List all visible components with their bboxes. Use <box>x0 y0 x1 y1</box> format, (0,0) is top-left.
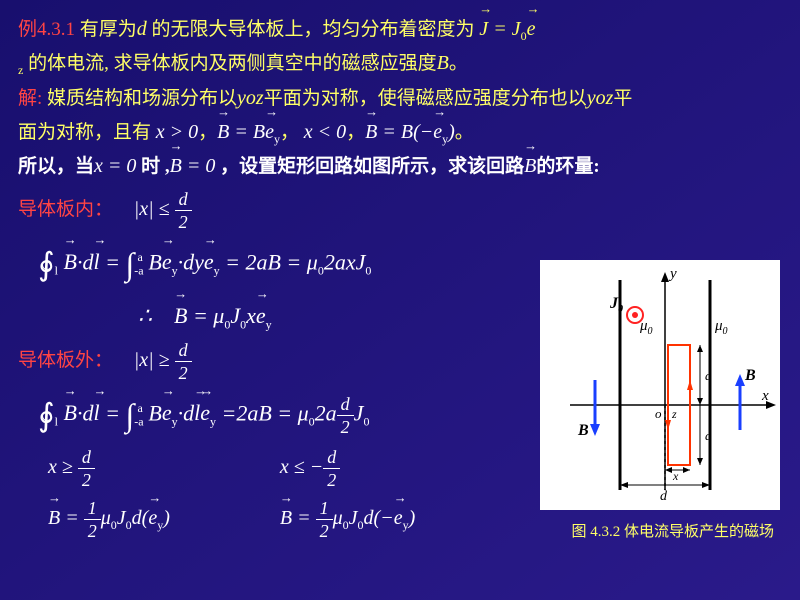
label-B-r: B <box>744 367 756 384</box>
so-text: 的环量: <box>536 156 599 177</box>
solution-label: 解: <box>18 88 42 109</box>
label-o: o <box>655 406 662 421</box>
solution-line2: 所以，当x = 0 时 ,B = 0 ，设置矩形回路如图所示，求该回路B的环量: <box>18 149 778 183</box>
problem-text-1: 有厚为 <box>75 19 137 40</box>
figure-diagram: y x J0 μ0 μ0 B B a a o z x d <box>540 260 780 510</box>
label-x: x <box>761 388 769 404</box>
inside-integral: ∮l B·dl = ∫-aa Bey·dyey = 2aB = μ02axJ0 <box>38 237 538 291</box>
inside-cond: |x| ≤ d2 <box>134 198 192 220</box>
figure-caption: 图 4.3.2 体电流导板产生的磁场 <box>571 520 774 541</box>
solution-intro: 解: 媒质结构和场源分布以yoz平面为对称，使得磁感应强度分布也以yoz平面为对… <box>18 81 778 150</box>
yoz: yoz <box>587 87 614 109</box>
inside-label: 导体板内： <box>18 199 113 220</box>
problem-text-2: 的无限大导体板上，均匀分布着密度为 <box>147 19 480 40</box>
sep: ， <box>280 122 304 143</box>
case-right: x ≥ d2 B = 12μ0J0d(ey) <box>48 448 170 540</box>
outside-cond: |x| ≥ d2 <box>134 349 192 371</box>
so-text: ，设置矩形回路如图所示，求该回路 <box>215 156 524 177</box>
label-z: z <box>671 407 677 421</box>
eq-B0: B = 0 <box>170 155 216 177</box>
so-text: 时 , <box>136 156 169 177</box>
outside-section: 导体板外： |x| ≥ d2 <box>18 341 538 382</box>
sol-text: 。 <box>455 122 474 143</box>
eq-Bneg: B = B(−ey) <box>365 121 455 143</box>
slide-content: 例4.3.1 有厚为d 的无限大导体板上，均匀分布着密度为 J = J0ez 的… <box>0 0 556 552</box>
case1-eq: B = 12μ0J0d(ey) <box>48 499 170 540</box>
problem-statement: 例4.3.1 有厚为d 的无限大导体板上，均匀分布着密度为 J = J0ez 的… <box>18 12 538 81</box>
label-y: y <box>668 266 677 282</box>
cond-xneg: x < 0 <box>304 121 346 143</box>
case2-cond: x ≤ −d2 <box>280 448 415 489</box>
outside-label: 导体板外： <box>18 350 113 371</box>
label-B-l: B <box>577 422 589 439</box>
var-B2: B <box>524 155 536 177</box>
sol-text: 媒质结构和场源分布以 <box>42 88 237 109</box>
problem-text-4: 。 <box>449 53 468 74</box>
inside-result: ∴ B = μ0J0xey <box>138 297 538 335</box>
inside-section: 导体板内： |x| ≤ d2 <box>18 190 538 231</box>
cond-x0: x = 0 <box>94 155 136 177</box>
so-text: 所以，当 <box>18 156 94 177</box>
var-d: d <box>137 18 147 40</box>
case-left: x ≤ −d2 B = 12μ0J0d(−ey) <box>280 448 415 540</box>
var-B: B <box>437 52 449 74</box>
sep: ， <box>346 122 365 143</box>
case2-eq: B = 12μ0J0d(−ey) <box>280 499 415 540</box>
problem-text-3: 的体电流, 求导体板内及两侧真空中的磁感应强度 <box>23 53 436 74</box>
example-label: 例4.3.1 <box>18 19 75 40</box>
label-a2: a <box>705 428 712 443</box>
sol-text: 平面为对称，使得磁感应强度分布也以 <box>264 88 587 109</box>
yoz: yoz <box>237 87 264 109</box>
sol-text: 面为对称，且有 <box>18 122 156 143</box>
sol-text: 平 <box>613 88 632 109</box>
label-d: d <box>660 489 668 504</box>
case1-cond: x ≥ d2 <box>48 448 170 489</box>
outside-cases: x ≥ d2 B = 12μ0J0d(ey) x ≤ −d2 B = 12μ0J… <box>48 448 538 540</box>
label-xs: x <box>672 469 679 483</box>
eq-Bpos: B = Bey <box>217 121 280 143</box>
outside-integral: ∮l B·dl = ∫-aa Bey·dley =2aB = μ02ad2J0 <box>38 388 538 442</box>
sep: ， <box>198 122 217 143</box>
label-a1: a <box>705 368 712 383</box>
